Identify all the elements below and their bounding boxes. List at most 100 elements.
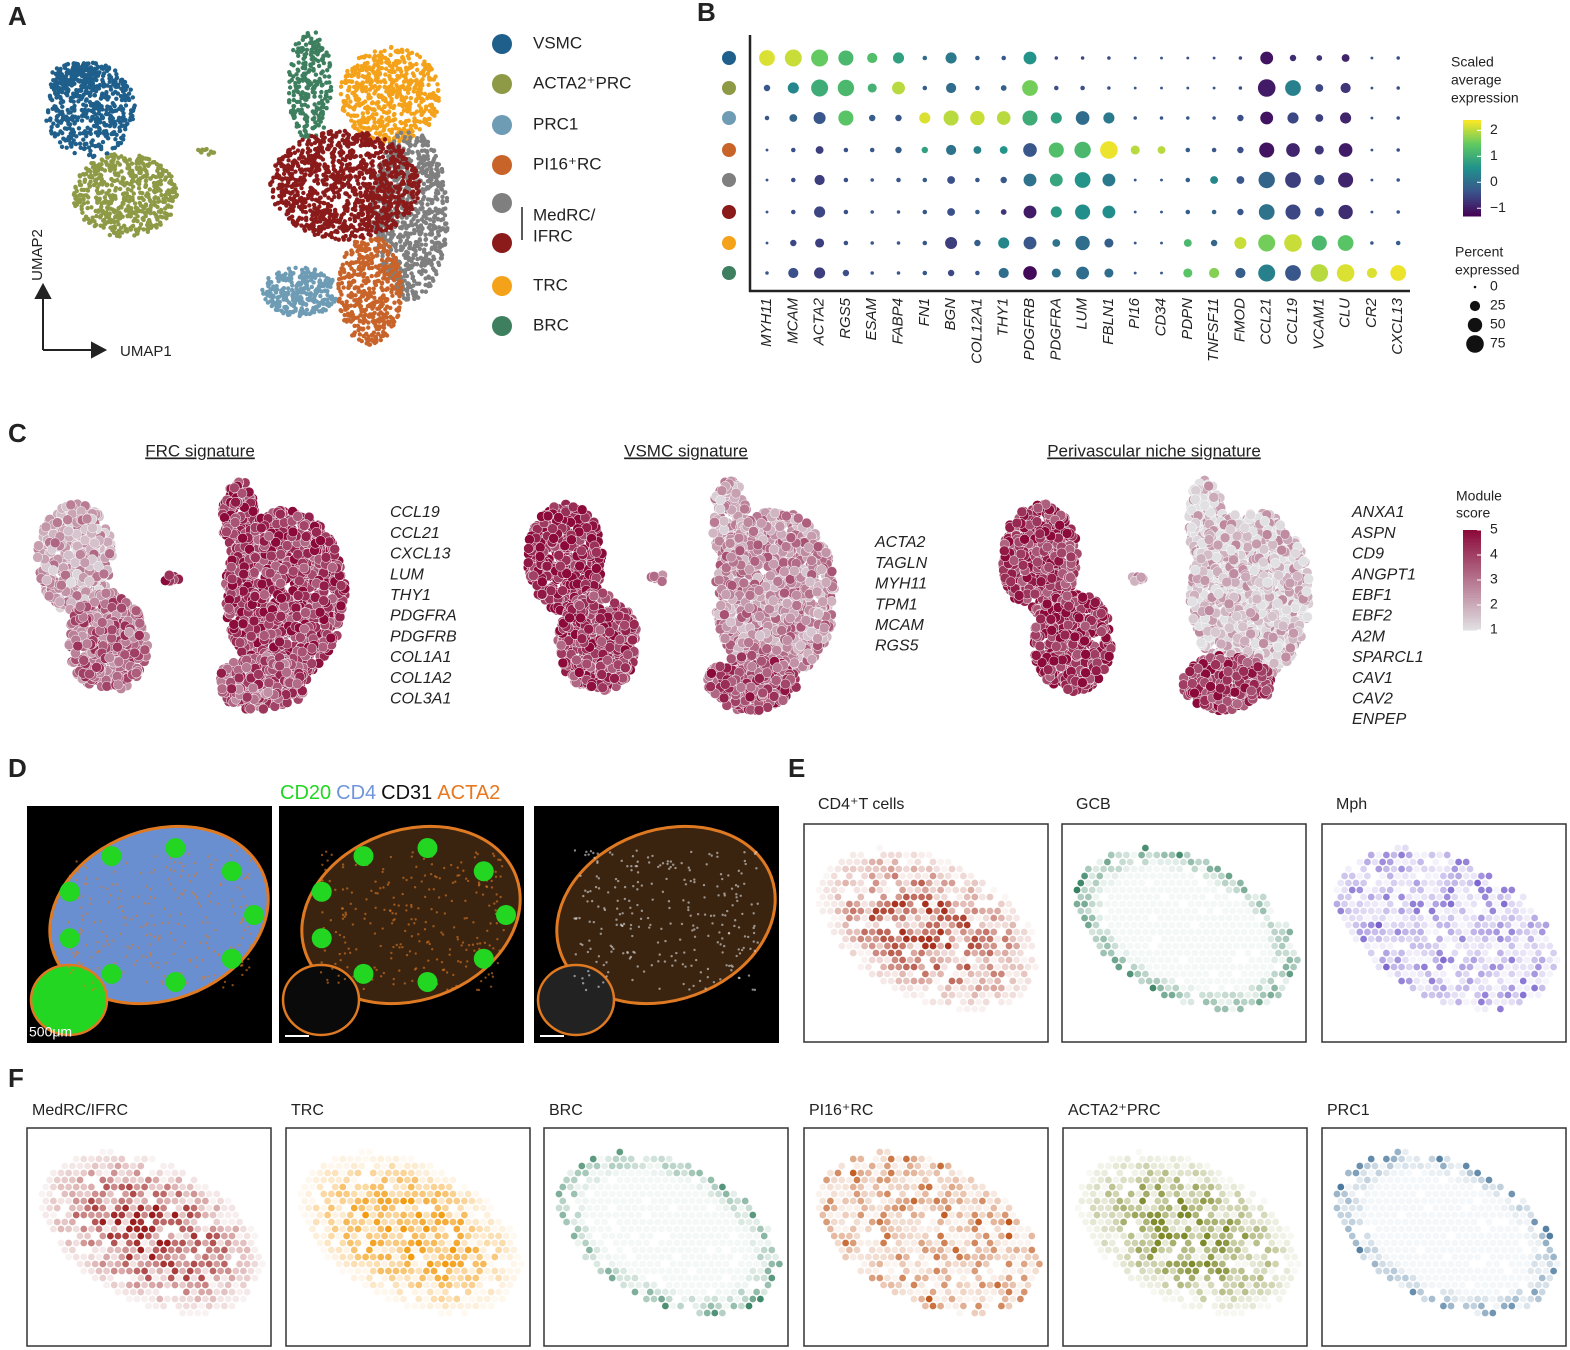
umap-point (310, 55, 316, 60)
umap-point (291, 93, 296, 98)
umap-point (107, 76, 112, 81)
umap-point (390, 234, 395, 239)
dot (1341, 54, 1350, 62)
umap-point (151, 211, 157, 216)
umap-point (333, 209, 338, 215)
dot (998, 267, 1009, 279)
umap-point (364, 68, 369, 73)
umap-point (289, 208, 294, 213)
umap-point (294, 99, 300, 105)
umap-point (370, 159, 375, 164)
umap-point (374, 195, 379, 201)
umap-point (365, 60, 370, 66)
umap-point (337, 129, 342, 134)
gene-label: CD34 (1152, 298, 1169, 336)
umap-point (89, 173, 94, 178)
umap-point (366, 325, 371, 330)
umap-point (305, 266, 310, 272)
umap-point (325, 68, 330, 73)
umap-point (286, 90, 292, 96)
dot (765, 178, 769, 182)
umap-point (360, 88, 365, 94)
umap-point (292, 150, 298, 155)
umap-point (392, 300, 397, 305)
umap-point (429, 246, 434, 252)
umap-point (294, 124, 299, 129)
umap-point (84, 187, 90, 193)
umap-point (395, 262, 401, 267)
umap-point (118, 79, 123, 84)
umap-point (99, 95, 104, 100)
dot (1396, 148, 1400, 152)
umap-point (65, 61, 71, 67)
umap-point (138, 222, 144, 227)
umap-point (376, 137, 381, 142)
dot (1107, 86, 1111, 90)
umap-point (377, 162, 382, 168)
row-marker (722, 173, 736, 187)
umap-point (384, 310, 390, 316)
umap-point (72, 103, 77, 109)
umap-point (296, 84, 302, 89)
dot (1186, 56, 1190, 60)
row-marker (722, 51, 736, 65)
dot (919, 112, 931, 124)
umap-point (350, 206, 356, 212)
umap-point (78, 145, 83, 150)
umap-point (366, 115, 371, 121)
umap-point (358, 153, 363, 159)
dot (896, 241, 901, 245)
dot (922, 85, 928, 91)
umap-point (151, 199, 157, 205)
umap-point (63, 138, 68, 143)
dot (1258, 234, 1276, 252)
umap-point (380, 97, 386, 102)
umap-point (73, 203, 78, 209)
umap-point (107, 73, 112, 78)
umap-point (303, 91, 309, 97)
dot (1237, 146, 1244, 154)
umap-point (129, 161, 135, 166)
umap-point (423, 220, 429, 226)
umap-point (318, 142, 323, 147)
umap-point (290, 309, 295, 315)
umap-point (372, 279, 378, 284)
dot (1050, 206, 1062, 218)
dot (892, 52, 905, 64)
umap-point (360, 67, 365, 73)
umap-point (391, 118, 396, 123)
gene-label: PI16 (1126, 297, 1143, 329)
umap-point (356, 245, 362, 251)
umap-point (78, 65, 83, 70)
umap-point (398, 119, 403, 125)
umap-point (44, 118, 49, 123)
panel-label: E (788, 753, 805, 783)
umap-point (425, 153, 430, 159)
umap-point (318, 79, 323, 84)
umap-point (285, 276, 291, 281)
umap-point (96, 191, 101, 196)
umap-point (93, 112, 98, 117)
umap-point (356, 132, 362, 138)
umap-point (105, 191, 110, 196)
dot (811, 49, 829, 67)
umap-point (345, 180, 350, 186)
umap-point (275, 307, 280, 313)
dot (814, 174, 825, 186)
umap-point (123, 98, 128, 103)
dot (1289, 54, 1297, 62)
umap-point (70, 128, 75, 133)
umap-point (108, 84, 113, 90)
umap-point (153, 223, 158, 228)
umap-point (392, 111, 397, 117)
dot (788, 267, 799, 279)
umap-point (408, 206, 414, 212)
umap-point (361, 176, 367, 181)
umap-point (304, 51, 309, 56)
umap-point (147, 187, 152, 192)
umap-point (403, 230, 408, 236)
umap-point (421, 154, 426, 159)
umap-point (109, 165, 114, 170)
umap-point (312, 79, 317, 84)
umap-point (299, 176, 305, 182)
